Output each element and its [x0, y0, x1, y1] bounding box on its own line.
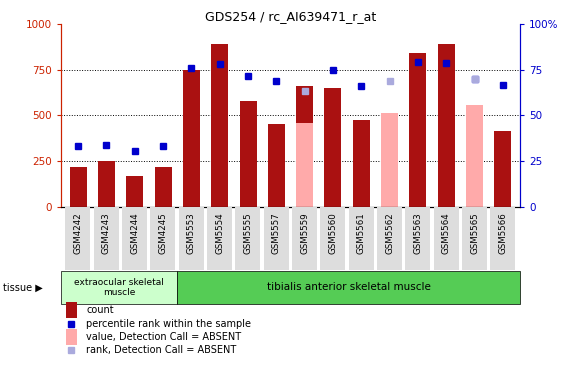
- Bar: [438, 44, 455, 207]
- Bar: [296, 123, 313, 207]
- Text: GSM5559: GSM5559: [300, 212, 309, 254]
- Bar: [66, 329, 77, 345]
- FancyBboxPatch shape: [349, 208, 374, 270]
- Bar: [239, 101, 256, 207]
- FancyBboxPatch shape: [150, 208, 175, 270]
- FancyBboxPatch shape: [264, 208, 289, 270]
- Bar: [183, 70, 200, 207]
- Text: rank, Detection Call = ABSENT: rank, Detection Call = ABSENT: [86, 345, 236, 355]
- Text: GSM5562: GSM5562: [385, 212, 394, 254]
- Text: GSM4242: GSM4242: [74, 212, 83, 254]
- Text: GSM5560: GSM5560: [328, 212, 338, 254]
- Text: value, Detection Call = ABSENT: value, Detection Call = ABSENT: [86, 332, 241, 342]
- FancyBboxPatch shape: [65, 208, 90, 270]
- Text: GSM5566: GSM5566: [498, 212, 507, 254]
- FancyBboxPatch shape: [490, 208, 515, 270]
- FancyBboxPatch shape: [178, 208, 203, 270]
- Bar: [155, 167, 171, 207]
- Text: GSM5564: GSM5564: [442, 212, 451, 254]
- Bar: [410, 53, 426, 207]
- Bar: [325, 88, 342, 207]
- Text: GSM5557: GSM5557: [272, 212, 281, 254]
- FancyBboxPatch shape: [462, 208, 487, 270]
- Bar: [66, 302, 77, 318]
- Text: tissue ▶: tissue ▶: [3, 282, 42, 292]
- FancyBboxPatch shape: [433, 208, 458, 270]
- Text: percentile rank within the sample: percentile rank within the sample: [86, 319, 251, 329]
- Text: GSM5563: GSM5563: [414, 212, 422, 254]
- FancyBboxPatch shape: [377, 208, 402, 270]
- FancyBboxPatch shape: [207, 208, 232, 270]
- Text: GSM5554: GSM5554: [215, 212, 224, 254]
- FancyBboxPatch shape: [292, 208, 317, 270]
- Text: count: count: [86, 305, 114, 315]
- Text: GSM4245: GSM4245: [159, 212, 167, 254]
- FancyBboxPatch shape: [122, 208, 147, 270]
- Text: tibialis anterior skeletal muscle: tibialis anterior skeletal muscle: [267, 282, 431, 292]
- Bar: [70, 167, 87, 207]
- Text: GSM5555: GSM5555: [243, 212, 253, 254]
- Bar: [177, 271, 520, 304]
- Title: GDS254 / rc_AI639471_r_at: GDS254 / rc_AI639471_r_at: [205, 10, 376, 23]
- Text: GSM5565: GSM5565: [470, 212, 479, 254]
- FancyBboxPatch shape: [406, 208, 430, 270]
- Bar: [296, 86, 313, 207]
- Bar: [466, 105, 483, 207]
- Text: GSM5553: GSM5553: [187, 212, 196, 254]
- Text: GSM4244: GSM4244: [130, 212, 139, 254]
- Bar: [61, 271, 177, 304]
- Bar: [98, 161, 115, 207]
- FancyBboxPatch shape: [320, 208, 345, 270]
- FancyBboxPatch shape: [94, 208, 119, 270]
- Bar: [268, 124, 285, 207]
- Text: extraocular skeletal
muscle: extraocular skeletal muscle: [74, 277, 164, 297]
- Bar: [126, 176, 143, 207]
- FancyBboxPatch shape: [235, 208, 260, 270]
- Bar: [353, 120, 370, 207]
- Bar: [211, 44, 228, 207]
- Text: GSM5561: GSM5561: [357, 212, 366, 254]
- Bar: [494, 131, 511, 207]
- Bar: [381, 113, 398, 207]
- Bar: [381, 113, 398, 207]
- Text: GSM4243: GSM4243: [102, 212, 111, 254]
